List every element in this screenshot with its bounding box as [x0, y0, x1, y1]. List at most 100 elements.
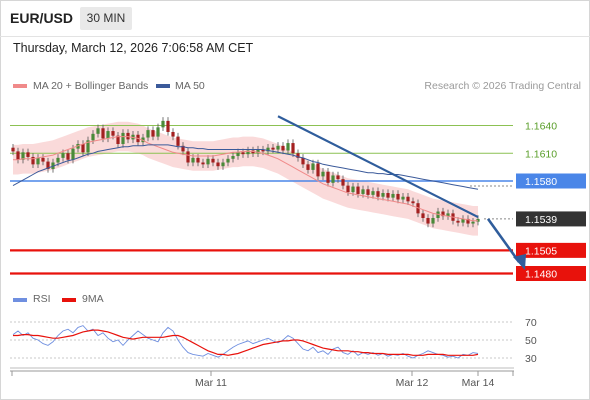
candle-body [166, 120, 170, 132]
candle-body [211, 158, 215, 163]
candle [21, 148, 25, 164]
candle [301, 154, 305, 169]
candle [266, 144, 270, 156]
candle-body [341, 179, 345, 186]
level-tag-1.1580 [516, 173, 586, 189]
candle-body [151, 130, 155, 137]
level-tag-1.1539 [516, 211, 586, 227]
x-tick-label: Mar 14 [462, 377, 495, 389]
candle-body [201, 162, 205, 165]
candle-body [66, 153, 70, 160]
candle [331, 171, 335, 187]
candle [306, 160, 310, 174]
candle-body [401, 196, 405, 200]
candle [411, 197, 415, 207]
candle [241, 148, 245, 158]
candle [116, 131, 120, 148]
candle [291, 139, 295, 157]
ma50-line [12, 144, 479, 190]
candle [181, 142, 185, 156]
candle-body [206, 158, 210, 165]
candle [471, 218, 475, 228]
candle-body [96, 128, 100, 134]
forecast-arrow-head [513, 253, 526, 270]
candle-body [301, 157, 305, 165]
timestamp: Thursday, March 12, 2026 7:06:58 AM CET [13, 41, 254, 55]
candle-body [386, 193, 390, 198]
candle-body [226, 158, 230, 163]
candle [281, 142, 285, 155]
x-tick-label: Mar 11 [195, 377, 227, 389]
candle [446, 209, 450, 220]
candle [276, 142, 280, 154]
bollinger-band [13, 121, 478, 236]
candle-body [471, 221, 475, 224]
rsi-line [12, 325, 479, 359]
candle [336, 171, 340, 183]
candle [206, 155, 210, 169]
candle-body [446, 213, 450, 217]
candle-body [421, 213, 425, 218]
x-tick-label: Mar 12 [396, 377, 429, 389]
candle-body [246, 150, 250, 155]
candle-body [171, 131, 175, 137]
candle [286, 139, 290, 155]
level-label-1.1640: 1.1640 [525, 121, 557, 133]
level-label-1.1480: 1.1480 [525, 269, 557, 281]
level-tag-1.1480 [516, 266, 586, 281]
candle-body [111, 131, 115, 136]
candle [381, 189, 385, 201]
candle [461, 215, 465, 227]
candle-body [461, 218, 465, 223]
candle-body [121, 132, 125, 144]
rsi-legend-label: RSI [33, 293, 51, 305]
candle [316, 159, 320, 181]
candle-body [366, 189, 370, 195]
candle-body [466, 218, 470, 224]
candle [201, 158, 205, 169]
candle [296, 149, 300, 162]
timeframe-button[interactable]: 30 MIN [80, 7, 132, 30]
ma20-legend-label: MA 20 + Bollinger Bands [33, 80, 149, 92]
ma9-legend-swatch [62, 298, 76, 302]
candle-body [261, 149, 265, 152]
candle [231, 152, 235, 163]
candle-body [36, 157, 40, 165]
candle [151, 126, 155, 141]
candle [16, 147, 20, 164]
level-tag-1.1505 [516, 242, 586, 258]
candle-body [311, 163, 315, 170]
candle-body [116, 135, 120, 144]
candle [146, 126, 150, 142]
candle-body [331, 175, 335, 183]
candle-body [31, 156, 35, 165]
candle-body [381, 193, 385, 197]
candle-body [216, 162, 220, 167]
candle-body [276, 145, 280, 150]
candle-body [376, 191, 380, 197]
candle-body [11, 147, 15, 152]
rsi-legend-swatch [13, 298, 27, 302]
candle-body [26, 152, 30, 157]
candle-body [316, 163, 320, 177]
candle [326, 168, 330, 187]
ma50-legend-swatch [156, 84, 170, 88]
candle [426, 214, 430, 228]
rsi-tick-50: 50 [525, 335, 537, 347]
level-label-1.1539: 1.1539 [525, 214, 557, 226]
candle-body [21, 152, 25, 160]
candle-body [181, 145, 185, 152]
candle [256, 145, 260, 157]
candle [321, 168, 325, 181]
candle [166, 117, 170, 136]
candle-body [191, 157, 195, 163]
ma50-legend-label: MA 50 [175, 80, 205, 92]
candle [396, 190, 400, 204]
candle-body [356, 186, 360, 194]
candle [386, 189, 390, 202]
candle-body [391, 193, 395, 198]
candle [246, 146, 250, 158]
candle-body [196, 157, 200, 163]
chart-header: EUR/USD 30 MIN [0, 0, 590, 37]
